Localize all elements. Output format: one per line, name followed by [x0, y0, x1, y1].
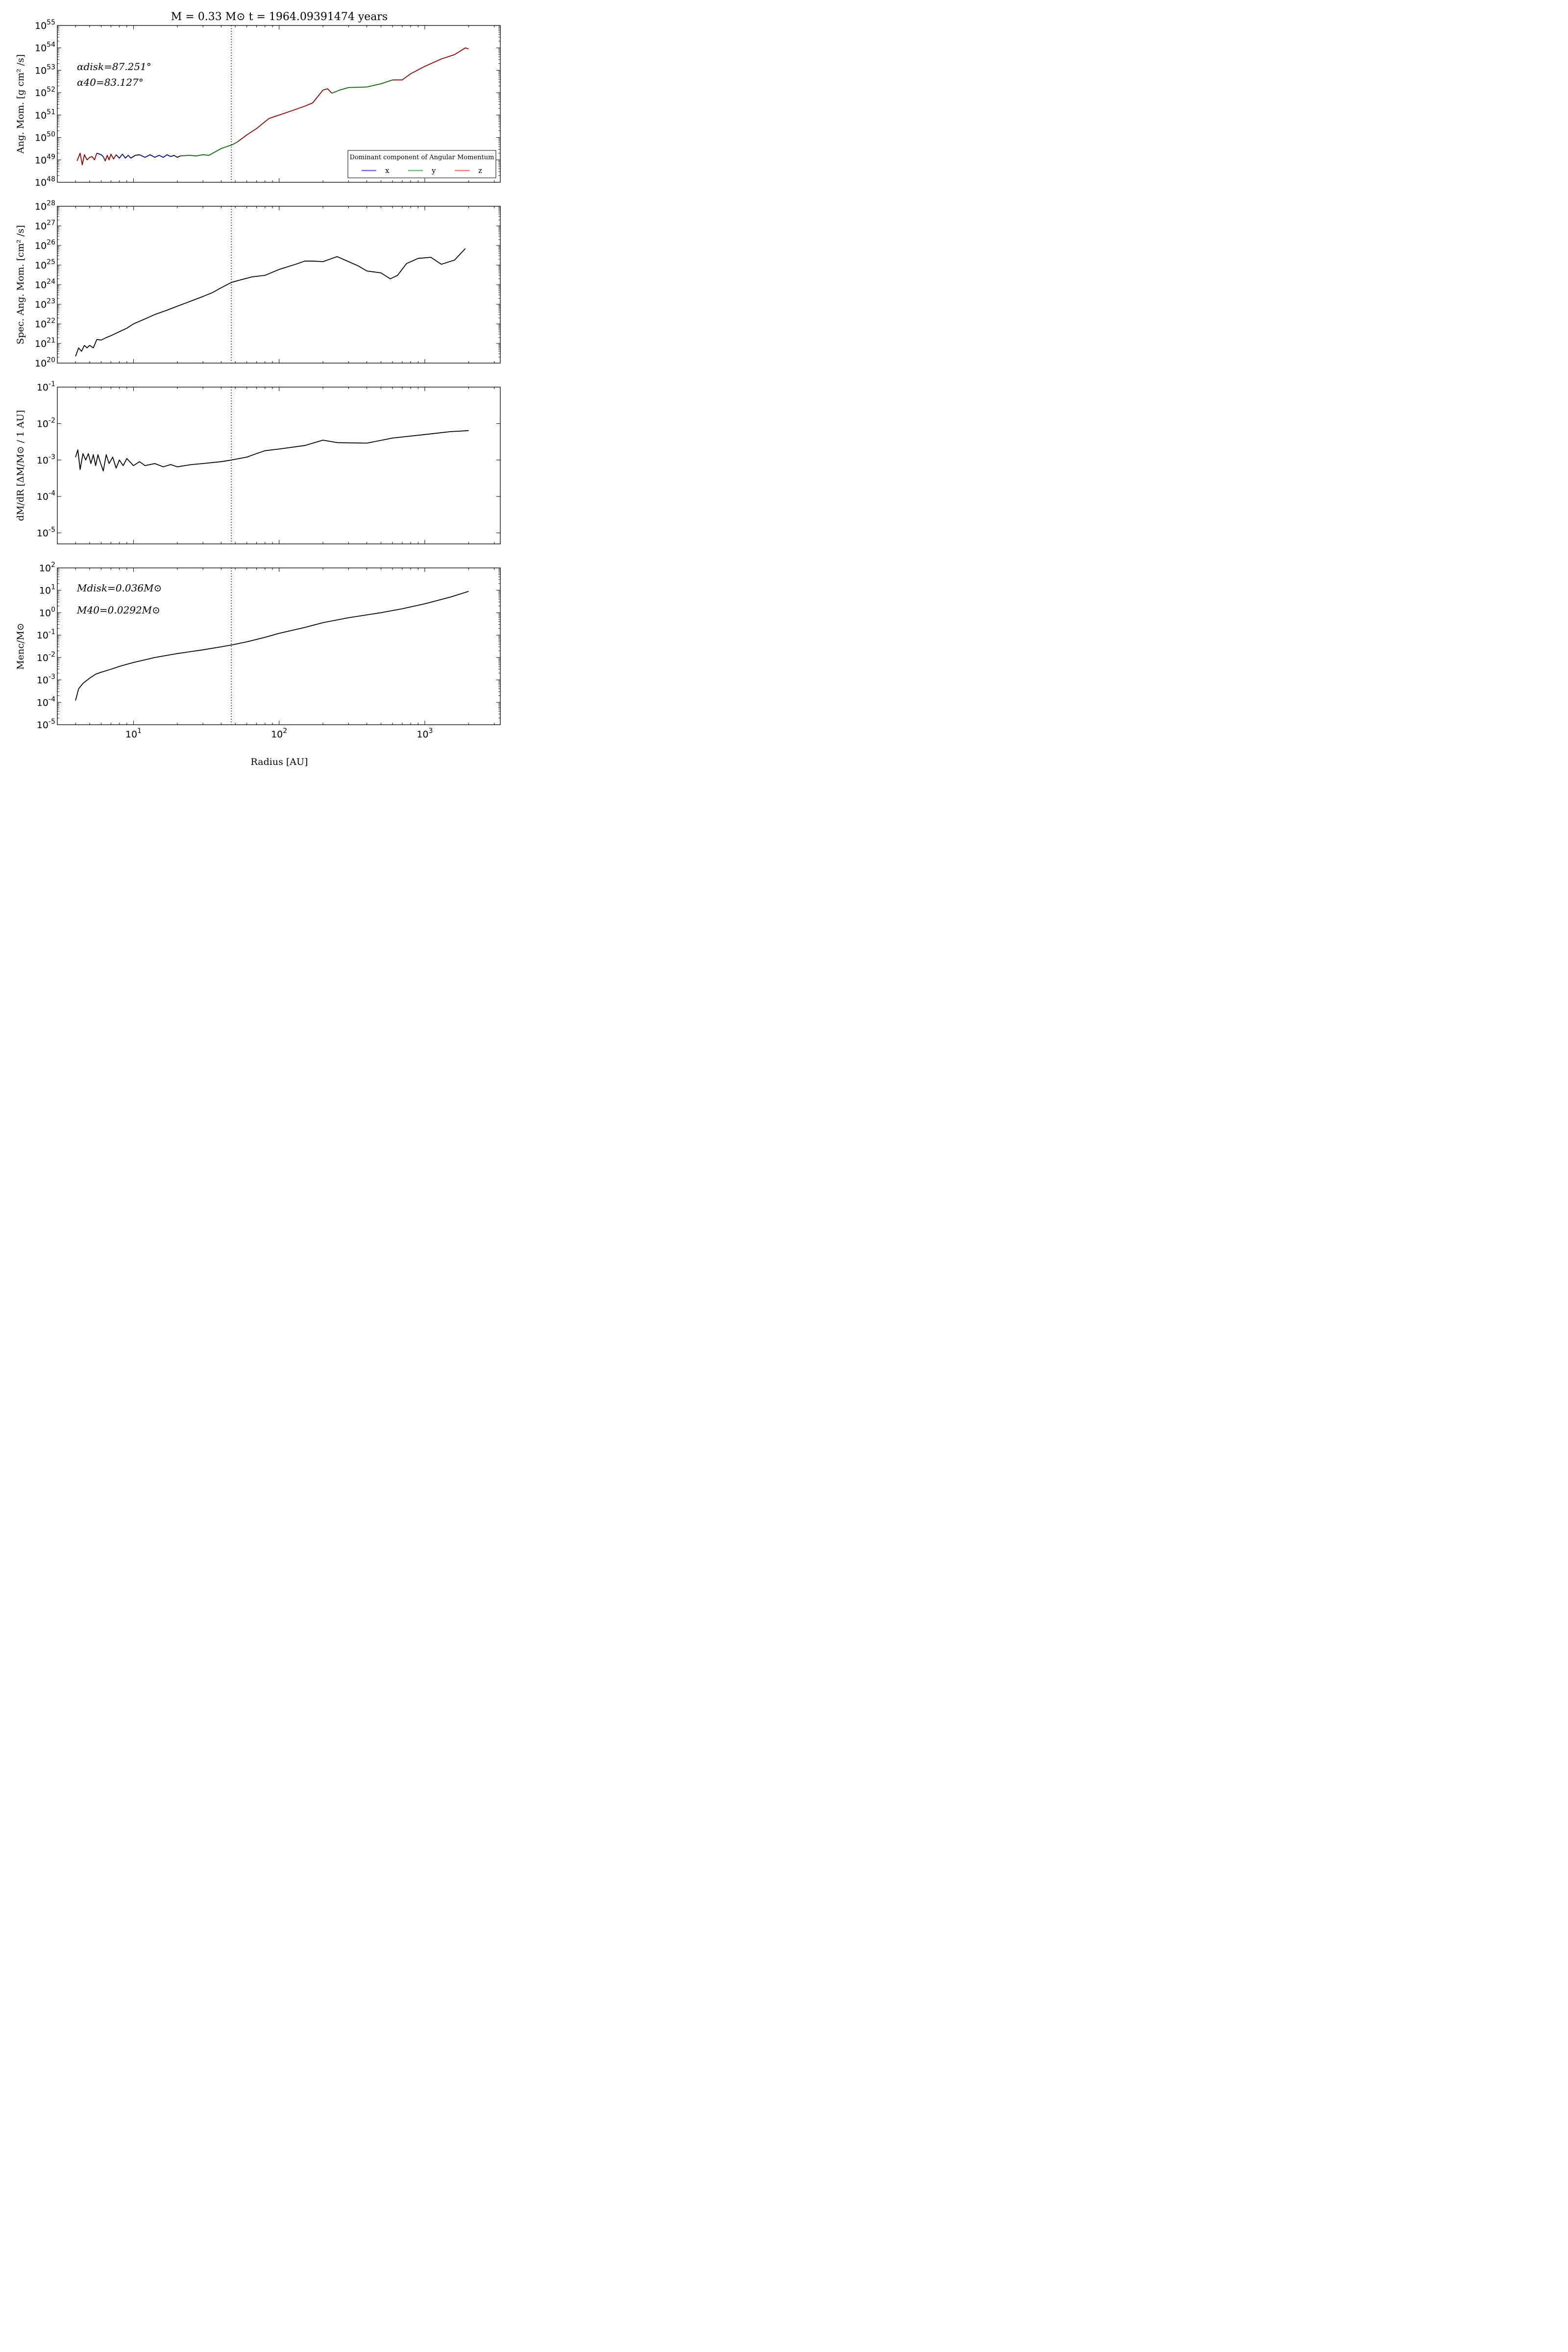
legend: Dominant component of Angular Momentum x y…	[347, 150, 496, 178]
series-line-z	[76, 152, 98, 166]
y-tick-label: 1024	[35, 278, 55, 291]
x-tick-label: 101	[125, 727, 142, 740]
legend-label-y: y	[431, 166, 436, 175]
y-tick-label: 1049	[35, 153, 55, 166]
y-tick-label: 10-2	[37, 651, 55, 663]
y-axis-label: Menc/M⊙	[15, 623, 26, 669]
y-tick-label: 1055	[35, 19, 55, 31]
figure-title: M = 0.33 M⊙ t = 1964.09391474 years	[171, 11, 388, 23]
legend-label-x: x	[385, 166, 390, 175]
series-line-y	[331, 79, 393, 94]
y-tick-label: 1027	[35, 219, 55, 232]
y-tick-label: 1051	[35, 108, 55, 121]
y-tick-label: 1054	[35, 41, 55, 54]
panel-4: 10-5 10-4 10-3 10-2 10-1 100 101 102 Menc/M⊙ 101 1…	[15, 561, 501, 740]
y-tick-label: 1023	[35, 297, 55, 310]
figure: M = 0.33 M⊙ t = 1964.09391474 years 1048…	[15, 11, 501, 767]
series-line-x	[97, 152, 104, 157]
y-axis-label: dM/dR [ΔM/M⊙ / 1 AU]	[15, 410, 26, 521]
x-axis-label: Radius [AU]	[251, 757, 308, 767]
annotation-text: αdisk=87.251°	[77, 61, 151, 73]
panels: 1048 1049 1050 1051 1052 1053 1054 1055 Ang. Mom…	[15, 19, 501, 740]
y-tick-label: 1020	[35, 356, 55, 369]
y-tick-label: 1048	[35, 175, 55, 188]
series-line-x	[139, 154, 171, 158]
series-line-z	[237, 88, 332, 142]
panel-1: 1048 1049 1050 1051 1052 1053 1054 1055 Ang. Mom…	[15, 19, 501, 188]
y-tick-label: 1052	[35, 86, 55, 98]
y-tick-label: 10-1	[37, 628, 55, 641]
panel-3: 10-5 10-4 10-3 10-2 10-1 dM/dR [ΔM/M⊙ / 1 AU]	[15, 380, 501, 544]
series-line-none	[130, 154, 140, 159]
y-tick-label: 1022	[35, 317, 55, 330]
series-line	[75, 248, 466, 357]
y-tick-label: 10-4	[37, 490, 55, 502]
annotation-text: M40=0.0292M⊙	[76, 604, 160, 616]
y-tick-label: 10-2	[37, 416, 55, 429]
y-axis-label: Ang. Mom. [g cm² /s]	[15, 54, 26, 154]
y-tick-label: 1021	[35, 337, 55, 349]
legend-box	[347, 150, 496, 178]
annotation-text: Mdisk=0.036M⊙	[76, 582, 162, 594]
y-tick-label: 101	[39, 584, 55, 596]
annotation-text: α40=83.127°	[77, 76, 144, 88]
y-tick-label: 1028	[35, 199, 55, 212]
series-line	[75, 590, 469, 701]
series-line-y	[180, 141, 238, 157]
axes-frame	[57, 25, 501, 183]
legend-title: Dominant component of Angular Momentum	[350, 154, 494, 161]
x-tick-label: 103	[416, 727, 433, 740]
y-tick-label: 10-5	[37, 718, 55, 731]
series-line-none	[170, 155, 181, 158]
panel-2: 1020 1021 1022 1023 1024 1025 1026 1027 1028 Spec…	[15, 199, 501, 369]
y-tick-label: 1050	[35, 131, 55, 144]
y-tick-label: 10-4	[37, 695, 55, 708]
legend-label-z: z	[478, 166, 482, 175]
y-tick-label: 1026	[35, 239, 55, 251]
axes-frame	[57, 206, 501, 364]
y-tick-label: 10-3	[37, 673, 55, 686]
y-tick-label: 10-3	[37, 453, 55, 466]
axes-frame	[57, 387, 501, 544]
y-tick-label: 102	[39, 561, 55, 574]
series-line-z	[392, 47, 469, 81]
axes-frame	[57, 567, 501, 725]
series-line-x	[116, 153, 131, 159]
y-tick-label: 100	[39, 606, 55, 618]
x-tick-label: 102	[271, 727, 287, 740]
y-tick-label: 10-1	[37, 380, 55, 393]
series-line-z	[102, 153, 117, 162]
y-tick-label: 1025	[35, 258, 55, 271]
y-tick-label: 1053	[35, 63, 55, 76]
y-axis-label: Spec. Ang. Mom. [cm² /s]	[15, 225, 26, 344]
series-line	[75, 430, 469, 472]
y-tick-label: 10-5	[37, 526, 55, 539]
